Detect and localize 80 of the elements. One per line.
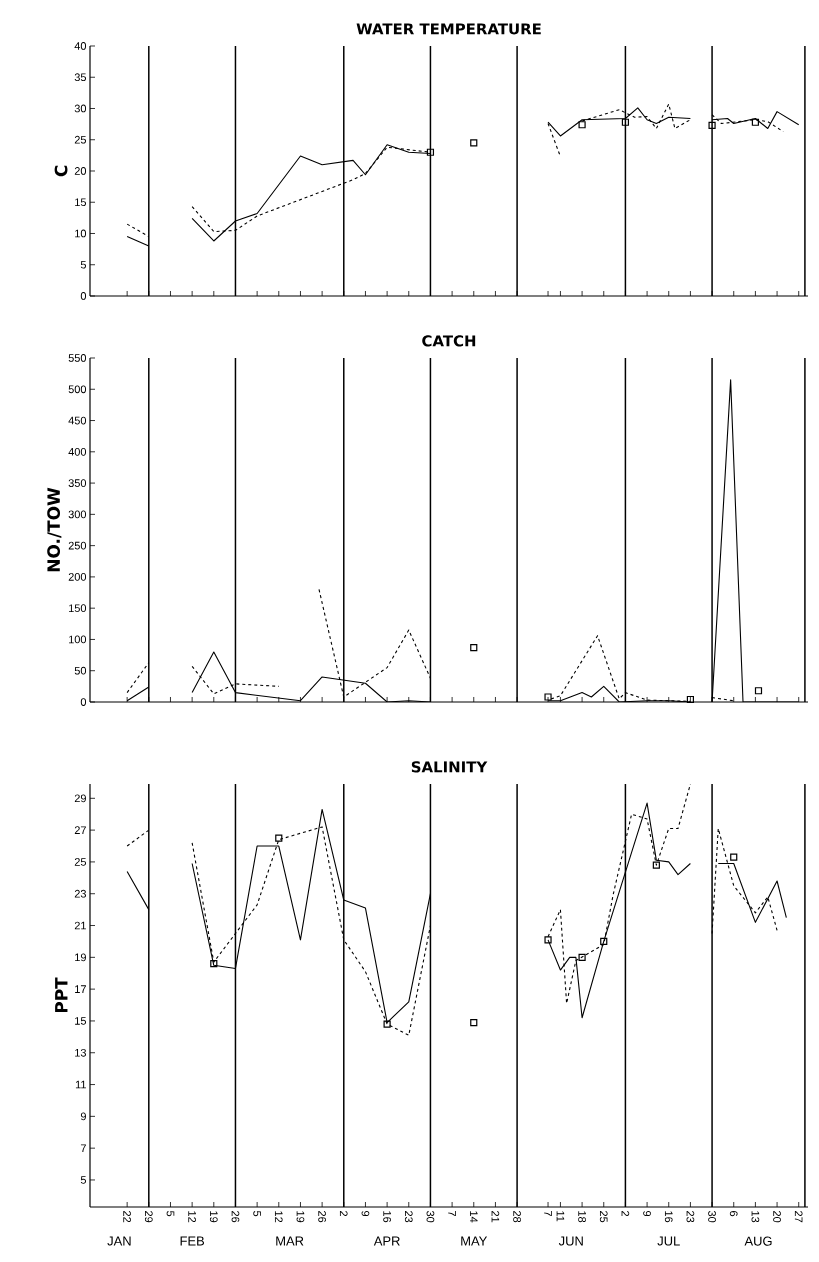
y-tick-label: 13 (75, 1048, 86, 1057)
x-tick-label: 20 (773, 1211, 781, 1223)
x-tick-label: 16 (664, 1211, 673, 1223)
x-tick-label: 13 (751, 1211, 760, 1223)
text: MAR (276, 1236, 304, 1246)
y-tick-label: 23 (74, 889, 86, 898)
x-tick-label: 27 (794, 1211, 803, 1223)
x-tick-label: 23 (404, 1211, 413, 1223)
y-tick-label: 300 (68, 510, 87, 519)
x-tick-label: 22 (123, 1211, 131, 1223)
x-tick-label: 9 (361, 1211, 370, 1217)
text: APR (373, 1236, 400, 1246)
x-tick-label: 7 (544, 1211, 552, 1217)
x-tick-label: 2 (339, 1211, 348, 1217)
y-tick-label: 11 (75, 1080, 86, 1089)
y-tick-label: 350 (68, 479, 87, 487)
y-tick-label: 250 (68, 541, 87, 550)
x-tick-label: 30 (708, 1210, 716, 1223)
x-tick-label: 23 (686, 1211, 695, 1223)
chart-title: SALINITY (411, 761, 488, 773)
y-axis-title: NO./TOW (47, 487, 62, 572)
x-tick-label: 19 (296, 1211, 305, 1223)
y-tick-label: 0 (80, 292, 87, 300)
y-tick-label: 25 (74, 858, 87, 866)
x-tick-label: 6 (729, 1211, 738, 1217)
y-axis-title: PPT (55, 977, 68, 1013)
y-tick-label: 15 (75, 1017, 87, 1025)
x-tick-label: 12 (188, 1211, 196, 1223)
text: MAY (461, 1236, 488, 1246)
text: AUG (744, 1236, 772, 1246)
y-tick-label: 450 (68, 416, 87, 425)
text: JUL (657, 1236, 680, 1246)
y-tick-label: 30 (74, 104, 87, 113)
y-tick-label: 400 (68, 447, 87, 456)
x-tick-label: 12 (274, 1211, 283, 1223)
y-tick-label: 150 (69, 604, 87, 613)
y-tick-label: 5 (80, 1176, 87, 1184)
y-tick-label: 19 (75, 953, 86, 962)
x-tick-label: 18 (578, 1211, 586, 1223)
y-tick-label: 17 (75, 985, 86, 993)
x-tick-label: 14 (469, 1211, 478, 1223)
y-tick-label: 100 (69, 635, 87, 644)
text: FEB (180, 1236, 205, 1246)
x-tick-label: 19 (209, 1211, 218, 1223)
y-tick-label: 9 (80, 1112, 86, 1121)
x-tick-label: 26 (231, 1211, 240, 1223)
y-tick-label: 15 (75, 198, 87, 207)
y-tick-label: 7 (80, 1144, 86, 1152)
chart-title: CATCH (422, 335, 476, 347)
x-tick-label: 25 (599, 1211, 608, 1223)
x-tick-label: 11 (556, 1211, 565, 1222)
y-tick-label: 25 (74, 135, 87, 144)
text: JUN (558, 1236, 583, 1246)
y-tick-label: 40 (74, 42, 87, 50)
y-tick-label: 500 (68, 385, 87, 394)
y-tick-label: 550 (68, 354, 87, 362)
x-tick-label: 5 (253, 1210, 261, 1217)
x-tick-label: 5 (166, 1210, 175, 1217)
y-tick-label: 5 (80, 260, 87, 269)
x-tick-label: 16 (383, 1211, 391, 1223)
y-tick-label: 10 (75, 229, 87, 238)
y-tick-label: 29 (74, 794, 86, 803)
x-tick-label: 29 (144, 1211, 153, 1223)
y-tick-label: 20 (74, 167, 87, 175)
y-tick-label: 27 (74, 826, 86, 834)
y-tick-label: 0 (80, 698, 87, 706)
y-tick-label: 21 (74, 921, 86, 930)
x-tick-label: 26 (318, 1211, 326, 1223)
y-tick-label: 50 (74, 666, 87, 675)
y-tick-label: 35 (74, 73, 87, 82)
x-tick-label: 21 (491, 1211, 500, 1223)
x-tick-label: 9 (643, 1211, 651, 1217)
chart-title: WATER TEMPERATURE (356, 23, 541, 35)
x-tick-label: 2 (621, 1211, 630, 1217)
x-tick-label: 28 (513, 1211, 521, 1223)
y-tick-label: 200 (68, 573, 87, 581)
x-tick-label: 7 (448, 1211, 456, 1217)
x-tick-label: 30 (426, 1210, 435, 1223)
y-axis-title: C (54, 165, 68, 177)
text: JAN (107, 1236, 131, 1246)
